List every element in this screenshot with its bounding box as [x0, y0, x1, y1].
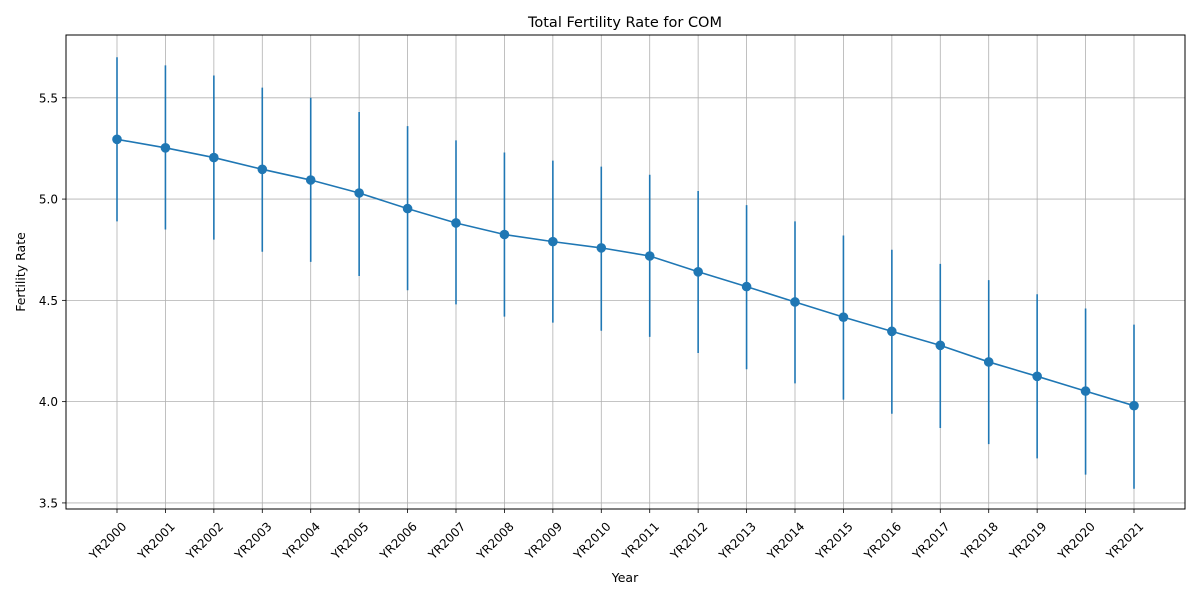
data-point	[402, 203, 413, 214]
data-point	[257, 164, 268, 175]
data-point	[644, 251, 655, 261]
x-tick-label: YR2008	[473, 519, 516, 562]
data-point	[790, 297, 800, 307]
x-axis-label: Year	[611, 570, 639, 585]
plot-frame	[65, 34, 1186, 510]
data-point	[305, 175, 316, 185]
data-point	[935, 340, 946, 351]
x-tick-label: YR2010	[570, 519, 613, 562]
x-tick-label: YR2011	[619, 519, 662, 562]
data-point	[887, 326, 897, 337]
grid	[66, 35, 1185, 509]
data-point	[160, 143, 171, 153]
x-axis-ticks: YR2000 YR2001 YR2002 YR2003 YR2004 YR2005 YR20…	[86, 509, 1146, 563]
series-line-layer	[116, 138, 1135, 407]
y-tick-label: 4.5	[39, 294, 58, 308]
data-point	[1129, 400, 1139, 411]
x-tick-label: YR2018	[958, 519, 1001, 562]
y-tick-label: 4.0	[39, 395, 58, 409]
x-tick-label: YR2019	[1006, 519, 1049, 562]
data-point	[354, 188, 364, 198]
x-tick-label: YR2004	[280, 519, 323, 562]
x-tick-label: YR2007	[425, 519, 468, 562]
data-point	[693, 266, 703, 277]
x-tick-label: YR2000	[86, 519, 129, 562]
x-tick-label: YR2001	[134, 519, 177, 562]
x-tick-label: YR2015	[812, 519, 855, 562]
data-point	[548, 236, 558, 247]
x-tick-label: YR2016	[861, 519, 904, 562]
y-tick-label: 3.5	[39, 496, 58, 510]
x-tick-label: YR2020	[1055, 519, 1098, 562]
x-tick-label: YR2021	[1103, 519, 1146, 562]
y-axis-ticks: 3.5 4.0 4.5 5.0 5.5	[39, 91, 66, 510]
data-point	[983, 357, 994, 367]
chart-title: Total Fertility Rate for COM	[527, 15, 722, 31]
x-tick-label: YR2003	[231, 519, 274, 562]
y-tick-label: 5.0	[39, 193, 58, 207]
data-point	[499, 229, 510, 240]
data-point	[1032, 371, 1042, 382]
x-tick-label: YR2006	[377, 519, 420, 562]
x-tick-label: YR2017	[909, 519, 952, 562]
data-point	[451, 218, 461, 228]
data-point	[596, 243, 607, 253]
error-bars	[116, 57, 1135, 489]
x-tick-label: YR2005	[328, 519, 371, 562]
x-tick-label: YR2009	[522, 519, 565, 562]
data-point	[741, 281, 752, 292]
x-tick-label: YR2014	[764, 519, 807, 562]
series-line	[116, 138, 1135, 407]
x-tick-label: YR2012	[667, 519, 710, 562]
y-axis-label: Fertility Rate	[13, 232, 28, 312]
data-point	[112, 134, 122, 145]
y-tick-label: 5.5	[39, 91, 58, 105]
data-point	[1080, 386, 1091, 396]
x-tick-label: YR2002	[183, 519, 226, 562]
data-point	[209, 152, 219, 163]
data-points	[112, 134, 1139, 411]
data-point	[838, 312, 849, 322]
x-tick-label: YR2013	[716, 519, 759, 562]
